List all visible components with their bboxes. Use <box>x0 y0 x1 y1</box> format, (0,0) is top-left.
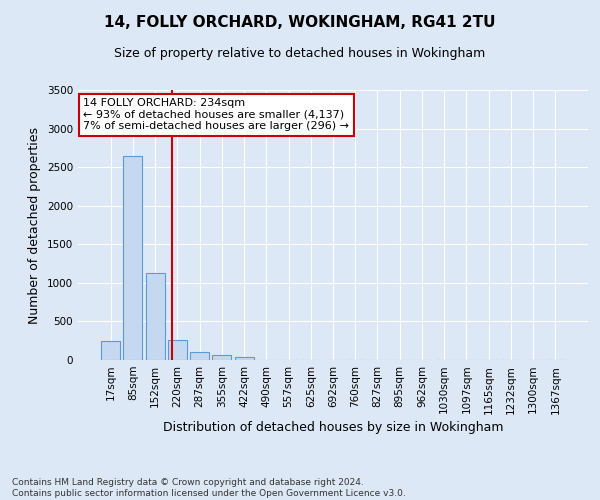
Text: Contains HM Land Registry data © Crown copyright and database right 2024.
Contai: Contains HM Land Registry data © Crown c… <box>12 478 406 498</box>
Text: 14, FOLLY ORCHARD, WOKINGHAM, RG41 2TU: 14, FOLLY ORCHARD, WOKINGHAM, RG41 2TU <box>104 15 496 30</box>
Text: 14 FOLLY ORCHARD: 234sqm
← 93% of detached houses are smaller (4,137)
7% of semi: 14 FOLLY ORCHARD: 234sqm ← 93% of detach… <box>83 98 349 132</box>
Bar <box>212 356 231 360</box>
Bar <box>124 156 142 360</box>
X-axis label: Distribution of detached houses by size in Wokingham: Distribution of detached houses by size … <box>163 420 503 434</box>
Text: Size of property relative to detached houses in Wokingham: Size of property relative to detached ho… <box>115 48 485 60</box>
Bar <box>146 273 164 360</box>
Bar <box>190 352 209 360</box>
Bar <box>235 357 254 360</box>
Bar <box>101 340 120 360</box>
Y-axis label: Number of detached properties: Number of detached properties <box>28 126 41 324</box>
Bar <box>168 340 187 360</box>
